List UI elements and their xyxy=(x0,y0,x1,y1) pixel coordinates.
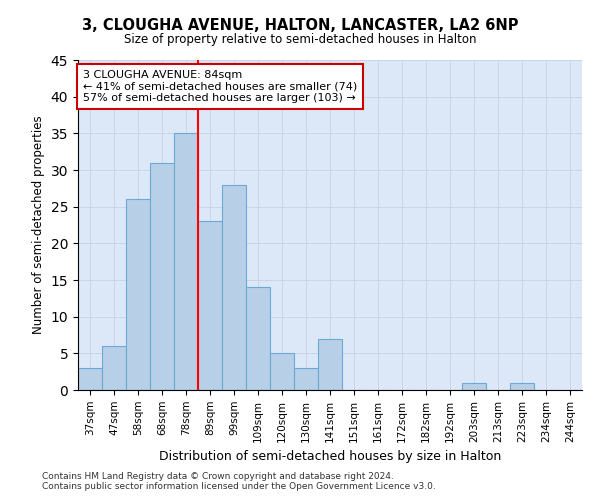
Bar xyxy=(222,184,246,390)
Bar xyxy=(198,222,222,390)
Bar xyxy=(510,382,534,390)
Bar xyxy=(294,368,318,390)
Bar xyxy=(270,354,294,390)
Bar xyxy=(174,134,198,390)
Bar xyxy=(78,368,102,390)
Text: 3, CLOUGHA AVENUE, HALTON, LANCASTER, LA2 6NP: 3, CLOUGHA AVENUE, HALTON, LANCASTER, LA… xyxy=(82,18,518,32)
Bar xyxy=(246,288,270,390)
X-axis label: Distribution of semi-detached houses by size in Halton: Distribution of semi-detached houses by … xyxy=(159,450,501,463)
Text: 3 CLOUGHA AVENUE: 84sqm
← 41% of semi-detached houses are smaller (74)
57% of se: 3 CLOUGHA AVENUE: 84sqm ← 41% of semi-de… xyxy=(83,70,357,103)
Text: Contains HM Land Registry data © Crown copyright and database right 2024.: Contains HM Land Registry data © Crown c… xyxy=(42,472,394,481)
Y-axis label: Number of semi-detached properties: Number of semi-detached properties xyxy=(32,116,45,334)
Bar xyxy=(318,338,342,390)
Bar xyxy=(462,382,486,390)
Text: Size of property relative to semi-detached houses in Halton: Size of property relative to semi-detach… xyxy=(124,32,476,46)
Bar xyxy=(150,162,174,390)
Bar xyxy=(126,200,150,390)
Bar xyxy=(102,346,126,390)
Text: Contains public sector information licensed under the Open Government Licence v3: Contains public sector information licen… xyxy=(42,482,436,491)
